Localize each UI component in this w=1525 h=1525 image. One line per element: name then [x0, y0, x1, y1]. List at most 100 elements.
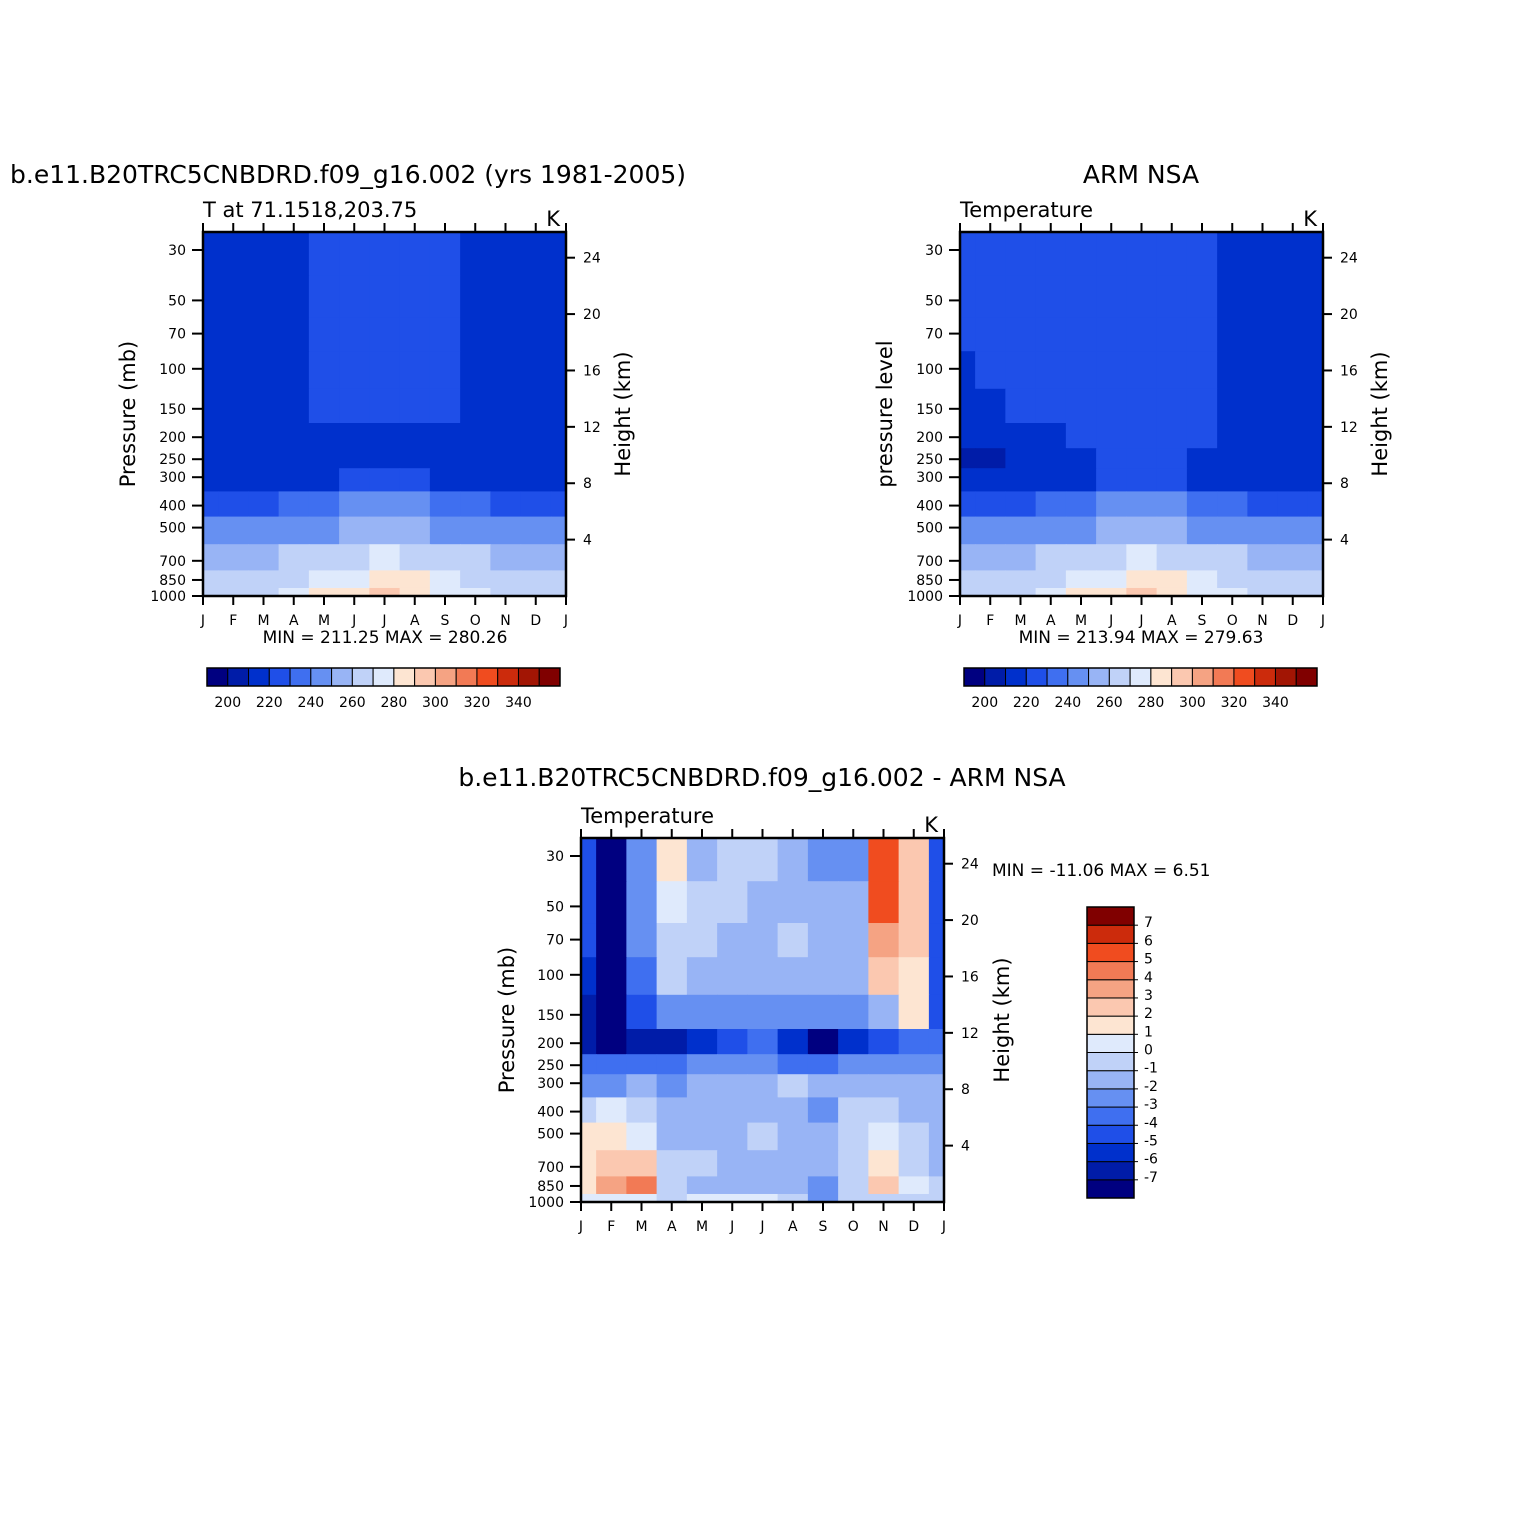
contour-cell: [596, 838, 627, 882]
contour-cell: [1217, 317, 1248, 352]
contour-cell: [626, 1054, 658, 1075]
contour-cell: [490, 423, 522, 449]
contour-cell: [596, 1097, 627, 1124]
contour-cell: [1035, 587, 1067, 596]
contour-cell: [868, 1150, 900, 1177]
contour-cell: [1247, 232, 1279, 276]
contour-cell: [429, 570, 461, 589]
contour-cell: [278, 587, 310, 596]
contour-cell: [1005, 544, 1037, 571]
contour-cell: [1005, 423, 1037, 449]
contour-cell: [596, 1193, 627, 1202]
contour-cell: [1247, 448, 1279, 469]
colorbar-label: 7: [1144, 915, 1153, 931]
contour-cell: [717, 957, 748, 996]
contour-cell: [1126, 587, 1158, 596]
contour-cell: [898, 1074, 930, 1098]
contour-cell: [928, 1176, 944, 1195]
contour-cell: [1096, 570, 1127, 589]
contour-cell: [550, 275, 566, 318]
pressure-tick-label: 70: [925, 327, 943, 343]
contour-cell: [975, 516, 1006, 545]
contour-cell: [490, 570, 522, 589]
contour-cell: [460, 570, 491, 589]
contour-cell: [1005, 516, 1037, 545]
contour-cell: [1096, 351, 1127, 390]
contour-cell: [686, 1150, 718, 1177]
contour-cell: [399, 232, 431, 276]
contour-cell: [1247, 491, 1279, 518]
contour-cell: [1065, 587, 1097, 596]
contour-cell: [626, 1074, 658, 1098]
contour-cell: [520, 570, 552, 589]
contour-cell: [838, 881, 869, 924]
colorbar-swatch: [1086, 924, 1135, 944]
contour-cell: [626, 1176, 658, 1195]
contour-cell: [656, 1122, 688, 1151]
contour-cell: [429, 448, 461, 469]
month-tick-label: M: [696, 1219, 708, 1235]
pressure-tick-label: 100: [916, 362, 943, 378]
contour-cell: [777, 1029, 809, 1055]
contour-cell: [1005, 468, 1037, 492]
contour-cell: [278, 388, 310, 424]
colorbar-label: 5: [1144, 952, 1153, 968]
contour-cell: [218, 317, 249, 352]
contour-cell: [1186, 351, 1218, 390]
contour-cell: [1035, 448, 1067, 469]
month-tick-label: M: [1014, 613, 1026, 629]
contour-cell: [1096, 587, 1127, 596]
contour-cell: [1156, 388, 1188, 424]
contour-cell: [1277, 491, 1309, 518]
contour-cell: [1126, 491, 1158, 518]
contour-cell: [581, 994, 597, 1030]
contour-cell: [807, 1054, 839, 1075]
colorbar-swatch: [1086, 1179, 1135, 1199]
panel-subtitle: Temperature: [959, 198, 1093, 222]
contour-cell: [868, 881, 900, 924]
contour-cell: [1126, 232, 1158, 276]
contour-cell: [1065, 232, 1097, 276]
min-max-label: MIN = 211.25 MAX = 280.26: [263, 628, 508, 648]
month-tick-label: A: [1046, 613, 1056, 629]
colorbar-swatch: [310, 667, 333, 687]
contour-cell: [1096, 468, 1127, 492]
contour-cell: [1277, 351, 1309, 390]
contour-cell: [1307, 468, 1323, 492]
contour-cell: [1307, 317, 1323, 352]
contour-cell: [369, 423, 401, 449]
pressure-tick-label: 70: [168, 327, 186, 343]
contour-cell: [308, 317, 340, 352]
contour-cell: [248, 516, 280, 545]
contour-cell: [1307, 232, 1323, 276]
month-tick-label: D: [908, 1219, 919, 1235]
contour-cell: [1277, 388, 1309, 424]
contour-cell: [248, 544, 280, 571]
pressure-tick-label: 300: [159, 470, 186, 486]
contour-cell: [278, 275, 310, 318]
contour-cell: [1156, 232, 1188, 276]
contour-cell: [308, 351, 340, 390]
contour-cell: [1096, 516, 1127, 545]
contour-cell: [747, 1193, 779, 1202]
contour-cell: [1035, 491, 1067, 518]
contour-cell: [1035, 516, 1067, 545]
contour-cell: [1217, 570, 1248, 589]
colorbar-label: 280: [1138, 695, 1165, 711]
contour-cell: [596, 1122, 627, 1151]
contour-cell: [777, 1150, 809, 1177]
pressure-tick-label: 850: [537, 1179, 564, 1195]
pressure-tick-label: 1000: [528, 1195, 564, 1211]
contour-cell: [203, 388, 219, 424]
contour-cell: [928, 957, 944, 996]
contour-cell: [1277, 516, 1309, 545]
contour-cell: [581, 1074, 597, 1098]
colorbar-swatch: [331, 667, 353, 687]
contour-cell: [686, 1097, 718, 1124]
contour-cell: [1005, 570, 1037, 589]
contour-cell: [399, 317, 431, 352]
contour-cell: [1126, 448, 1158, 469]
contour-cell: [1035, 570, 1067, 589]
colorbar-label: 2: [1144, 1006, 1153, 1022]
